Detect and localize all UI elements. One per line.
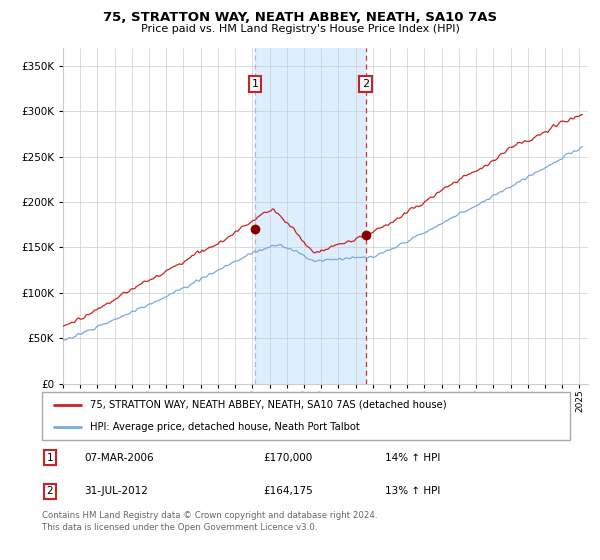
Text: 13% ↑ HPI: 13% ↑ HPI (385, 487, 440, 496)
Text: 75, STRATTON WAY, NEATH ABBEY, NEATH, SA10 7AS (detached house): 75, STRATTON WAY, NEATH ABBEY, NEATH, SA… (89, 400, 446, 410)
Text: 31-JUL-2012: 31-JUL-2012 (84, 487, 148, 496)
Text: 1: 1 (47, 452, 53, 463)
Text: £164,175: £164,175 (264, 487, 314, 496)
Text: 2: 2 (362, 79, 369, 89)
Text: 07-MAR-2006: 07-MAR-2006 (84, 452, 154, 463)
Text: HPI: Average price, detached house, Neath Port Talbot: HPI: Average price, detached house, Neat… (89, 422, 359, 432)
Text: Contains HM Land Registry data © Crown copyright and database right 2024.
This d: Contains HM Land Registry data © Crown c… (42, 511, 377, 531)
Text: £170,000: £170,000 (264, 452, 313, 463)
Text: 2: 2 (47, 487, 53, 496)
Text: 75, STRATTON WAY, NEATH ABBEY, NEATH, SA10 7AS: 75, STRATTON WAY, NEATH ABBEY, NEATH, SA… (103, 11, 497, 24)
Bar (255, 48, 365, 384)
Text: 1: 1 (252, 79, 259, 89)
Text: 14% ↑ HPI: 14% ↑ HPI (385, 452, 440, 463)
FancyBboxPatch shape (42, 392, 570, 440)
Text: Price paid vs. HM Land Registry's House Price Index (HPI): Price paid vs. HM Land Registry's House … (140, 24, 460, 34)
